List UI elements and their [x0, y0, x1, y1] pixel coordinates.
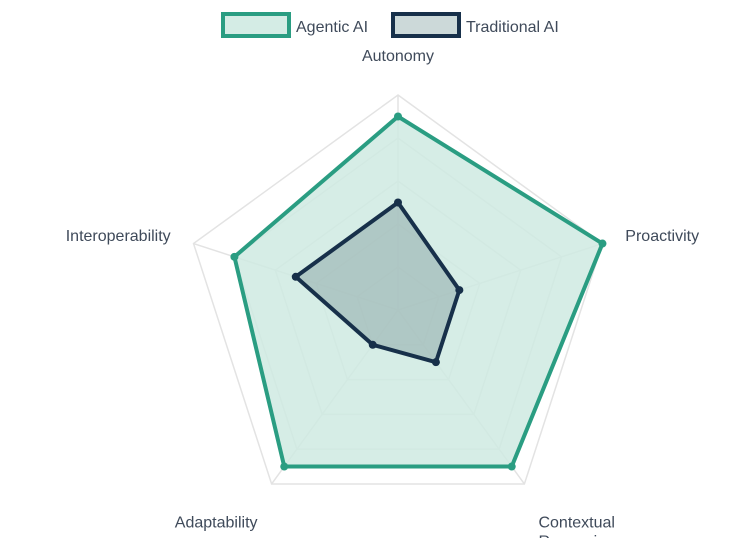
- axis-label-line: Adaptability: [175, 514, 258, 531]
- radar-series: [230, 112, 607, 471]
- axis-label-line: Reasoning: [538, 533, 615, 538]
- data-point-agentic-ai-contextual-reasoning[interactable]: [507, 462, 516, 471]
- axis-label-contextual-reasoning: Contextual Reasoning: [538, 514, 615, 538]
- legend-label-agentic-ai: Agentic AI: [296, 19, 368, 36]
- legend: Agentic AI Traditional AI: [221, 12, 559, 38]
- data-point-traditional-ai-adaptability[interactable]: [368, 340, 377, 349]
- series-traditional-ai: [291, 198, 464, 367]
- data-point-agentic-ai-autonomy[interactable]: [394, 112, 402, 121]
- legend-swatch-traditional-ai[interactable]: [391, 12, 461, 38]
- data-point-agentic-ai-adaptability[interactable]: [280, 462, 289, 471]
- data-point-traditional-ai-interoperability[interactable]: [291, 272, 300, 281]
- axis-label-autonomy: Autonomy: [362, 48, 434, 65]
- axis-labels: Autonomy Proactivity Contextual Reasoning Ad…: [66, 48, 699, 538]
- data-point-traditional-ai-autonomy[interactable]: [394, 198, 402, 207]
- data-point-traditional-ai-contextual-reasoning[interactable]: [431, 358, 440, 367]
- data-point-traditional-ai-proactivity[interactable]: [455, 286, 464, 295]
- axis-label-line: Contextual: [538, 514, 615, 531]
- axis-label-line: Proactivity: [625, 228, 699, 245]
- axis-label-adaptability: Adaptability: [175, 514, 258, 531]
- data-point-agentic-ai-proactivity[interactable]: [598, 239, 607, 248]
- legend-label-traditional-ai: Traditional AI: [466, 19, 559, 36]
- axis-label-interoperability: Interoperability: [66, 228, 171, 245]
- axis-label-line: Autonomy: [362, 48, 434, 65]
- data-point-agentic-ai-interoperability[interactable]: [230, 252, 239, 261]
- legend-swatch-agentic-ai[interactable]: [221, 12, 291, 38]
- grid-ring-5: [192, 94, 604, 485]
- axis-label-line: Interoperability: [66, 228, 171, 245]
- series-area-traditional-ai: [293, 200, 462, 365]
- axis-label-proactivity: Proactivity: [625, 228, 699, 245]
